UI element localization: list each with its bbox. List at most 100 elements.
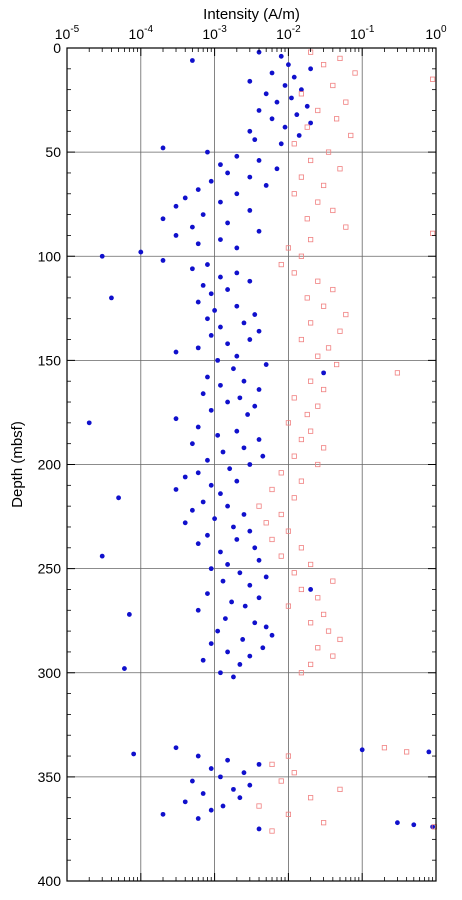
data-point-circle <box>182 195 188 201</box>
data-point-square <box>330 207 336 214</box>
data-point-circle <box>173 349 179 355</box>
data-point-circle <box>263 183 269 188</box>
data-point-square <box>291 495 297 501</box>
data-point-circle <box>208 766 214 771</box>
data-point-circle <box>256 158 262 163</box>
data-point-circle <box>241 512 247 517</box>
data-point-circle <box>218 774 223 780</box>
data-point-square <box>321 182 327 189</box>
data-point-circle <box>195 753 201 759</box>
data-point-square <box>334 116 340 122</box>
data-point-circle <box>200 283 206 288</box>
series-1 <box>86 49 436 832</box>
series-layer <box>86 49 437 834</box>
data-point-square <box>315 461 321 468</box>
data-point-circle <box>218 382 223 388</box>
x-tick-label: 10-1 <box>350 24 375 42</box>
data-point-square <box>321 611 327 618</box>
data-point-circle <box>208 291 214 297</box>
x-tick-mantissa: 10 <box>276 26 292 42</box>
data-point-square <box>304 124 310 130</box>
data-point-square <box>315 199 321 205</box>
data-point-circle <box>252 137 258 143</box>
data-point-circle <box>242 603 248 609</box>
x-tick-label: 10-2 <box>276 24 301 42</box>
data-point-circle <box>237 395 243 401</box>
data-point-circle <box>225 757 230 763</box>
data-point-circle <box>298 87 304 93</box>
data-point-circle <box>99 553 105 559</box>
data-point-square <box>269 761 275 767</box>
data-point-square <box>308 236 314 243</box>
data-point-square <box>285 753 292 759</box>
data-point-circle <box>116 495 121 501</box>
data-point-circle <box>225 562 230 567</box>
y-tick-label: 200 <box>38 457 62 473</box>
data-point-circle <box>160 145 166 151</box>
data-point-circle <box>218 237 223 242</box>
data-point-circle <box>215 628 221 634</box>
data-point-circle <box>252 403 258 409</box>
data-point-circle <box>200 391 206 397</box>
x-tick-label: 100 <box>425 24 447 42</box>
y-tick-label: 250 <box>38 561 62 577</box>
data-point-circle <box>308 120 314 126</box>
data-point-square <box>263 520 269 526</box>
data-point-circle <box>225 399 230 405</box>
data-point-circle <box>260 645 266 651</box>
data-point-circle <box>269 70 275 76</box>
data-point-circle <box>225 649 230 655</box>
data-point-circle <box>411 822 417 828</box>
data-point-square <box>343 311 349 318</box>
data-point-circle <box>234 303 240 309</box>
data-point-circle <box>195 345 201 351</box>
data-point-circle <box>229 599 235 605</box>
data-point-square <box>330 82 336 89</box>
data-point-square <box>308 157 314 164</box>
data-point-circle <box>234 428 240 434</box>
data-point-square <box>315 107 321 114</box>
data-point-square <box>315 278 321 284</box>
data-point-square <box>269 828 275 834</box>
data-point-circle <box>208 332 214 338</box>
data-point-circle <box>247 337 253 342</box>
data-point-square <box>343 224 349 230</box>
data-point-square <box>308 428 314 434</box>
data-point-circle <box>218 324 223 330</box>
data-point-square <box>298 586 304 593</box>
data-point-square <box>321 820 327 826</box>
data-point-circle <box>218 199 223 205</box>
data-point-circle <box>247 278 253 284</box>
data-point-circle <box>256 387 262 392</box>
x-tick-exponent: -4 <box>144 24 153 35</box>
data-point-circle <box>205 149 210 155</box>
data-point-circle <box>278 141 284 147</box>
data-point-circle <box>195 607 201 613</box>
data-point-circle <box>282 124 288 130</box>
data-point-circle <box>189 266 195 272</box>
data-point-circle <box>252 312 258 317</box>
data-point-square <box>337 55 343 62</box>
data-point-circle <box>182 799 188 805</box>
x-tick-mantissa: 10 <box>202 26 218 42</box>
data-point-circle <box>189 224 195 230</box>
data-point-circle <box>430 824 436 830</box>
data-point-circle <box>205 262 210 267</box>
data-point-square <box>298 545 304 551</box>
data-point-circle <box>218 670 223 676</box>
data-point-circle <box>231 366 236 372</box>
data-point-square <box>298 91 304 97</box>
data-point-circle <box>240 637 246 642</box>
x-tick-exponent: -1 <box>366 24 375 35</box>
data-point-square <box>337 328 343 334</box>
data-point-square <box>304 295 310 301</box>
data-point-circle <box>278 53 284 59</box>
data-point-circle <box>160 258 166 263</box>
data-point-circle <box>200 657 206 663</box>
data-point-circle <box>131 751 137 757</box>
data-point-square <box>291 270 297 276</box>
data-point-square <box>285 603 292 609</box>
data-point-circle <box>222 616 228 622</box>
data-point-circle <box>252 620 258 626</box>
data-point-circle <box>263 362 269 367</box>
